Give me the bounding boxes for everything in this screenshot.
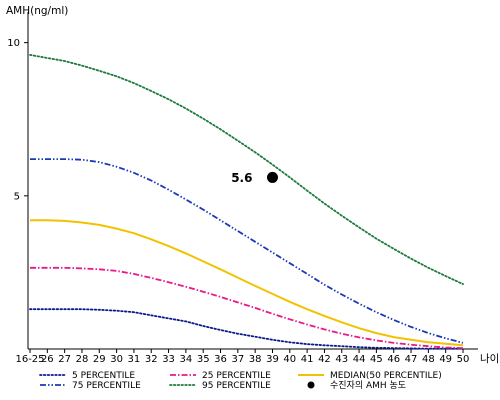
x-axis-title: 나이 xyxy=(480,353,499,365)
x-tick-label: 27 xyxy=(58,354,71,365)
x-tick-label: 29 xyxy=(93,354,106,365)
patient-amh-value-label: 5.6 xyxy=(231,171,252,185)
legend-label: 95 PERCENTILE xyxy=(202,381,271,391)
y-tick-label: 5 xyxy=(14,191,20,202)
legend-label: MEDIAN(50 PERCENTILE) xyxy=(330,371,442,381)
x-tick-label: 35 xyxy=(197,354,210,365)
x-tick-label: 30 xyxy=(110,354,123,365)
legend-label: 5 PERCENTILE xyxy=(72,371,135,381)
x-tick-label: 46 xyxy=(387,354,400,365)
x-tick-label: 36 xyxy=(214,354,227,365)
x-tick-label: 43 xyxy=(335,354,348,365)
x-tick-label: 16-25 xyxy=(15,354,44,365)
x-tick-label: 40 xyxy=(283,354,296,365)
x-tick-label: 26 xyxy=(41,354,54,365)
x-tick-label: 41 xyxy=(301,354,314,365)
legend-label: 75 PERCENTILE xyxy=(72,381,141,391)
x-tick-label: 34 xyxy=(180,354,193,365)
x-tick-label: 37 xyxy=(231,354,244,365)
series-line-75-percentile xyxy=(30,158,464,344)
x-tick-label: 42 xyxy=(318,354,331,365)
axes-layer: AMH(ng/ml) 나이 xyxy=(6,5,499,365)
legend-swatch xyxy=(307,381,315,389)
x-tick-label: 45 xyxy=(370,354,383,365)
y-tick-label: 10 xyxy=(7,38,20,49)
x-tick-label: 39 xyxy=(266,354,279,365)
x-tick-label: 33 xyxy=(162,354,175,365)
x-tick-label: 47 xyxy=(405,354,418,365)
y-axis-title: AMH(ng/ml) xyxy=(6,5,68,17)
series-layer xyxy=(29,54,464,350)
series-line-5-percentile xyxy=(29,308,464,350)
x-tick-label: 44 xyxy=(353,354,366,365)
y-ticks-layer: 5 10 xyxy=(7,38,28,202)
patient-amh-point xyxy=(266,171,278,183)
x-tick-label: 50 xyxy=(457,354,470,365)
legend-label: 25 PERCENTILE xyxy=(202,371,271,381)
series-line-median-50-percentile xyxy=(30,219,464,347)
x-tick-label: 28 xyxy=(76,354,89,365)
annotation-layer: 5.6 xyxy=(231,171,278,185)
x-tick-label: 49 xyxy=(439,354,452,365)
series-line-95-percentile xyxy=(29,54,464,286)
legend: 5 PERCENTILE 25 PERCENTILE MEDIAN(50 PERCE… xyxy=(39,371,442,391)
series-line-25-percentile xyxy=(30,266,464,349)
x-tick-label: 38 xyxy=(249,354,262,365)
x-tick-label: 48 xyxy=(422,354,435,365)
legend-label: 수진자의 AMH 농도 xyxy=(330,380,406,391)
x-tick-label: 32 xyxy=(145,354,158,365)
x-tick-label: 31 xyxy=(128,354,141,365)
